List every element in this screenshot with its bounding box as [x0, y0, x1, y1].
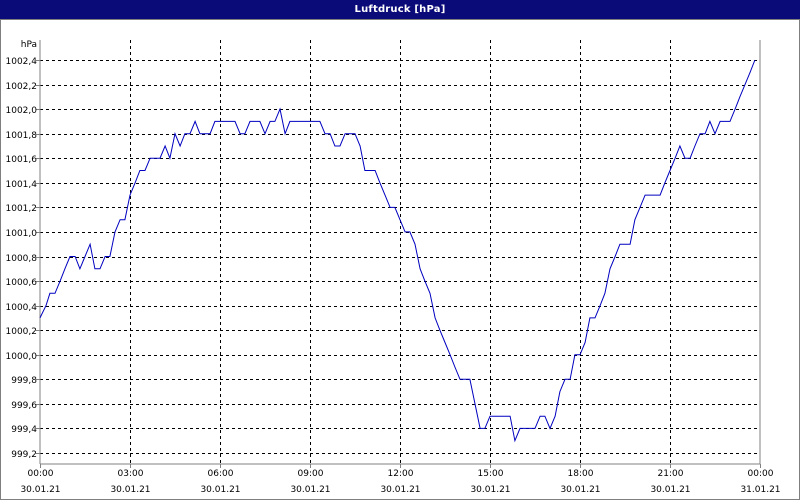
y-tick-label: 1002,4	[6, 57, 38, 67]
x-tick-time-label: 21:00	[658, 469, 684, 479]
x-tick-time-label: 12:00	[388, 469, 414, 479]
x-tick-date-label: 30.01.21	[560, 485, 600, 495]
x-tick-date-label: 30.01.21	[20, 485, 60, 495]
y-tick-labels: 999,2 999,4 999,6 999,8 1000,0 1000,2 1000,4 10…	[6, 57, 38, 460]
y-tick-label: 1002,2	[6, 82, 38, 92]
y-tick-label: 1000,4	[6, 303, 38, 313]
y-tick-label: 1002,0	[6, 106, 38, 116]
x-tick-time-label: 03:00	[118, 469, 144, 479]
x-tick-time-label: 09:00	[298, 469, 324, 479]
y-tick-label: 1000,2	[6, 327, 38, 337]
y-tick-label: 1001,8	[6, 131, 38, 141]
y-tick-label: 999,8	[11, 376, 37, 386]
y-tick-label: 999,6	[11, 401, 37, 411]
y-tick-label: 1001,6	[6, 155, 38, 165]
y-tick-label: 1001,0	[6, 229, 38, 239]
y-tick-label: 1000,8	[6, 254, 38, 264]
grid-lines	[40, 40, 760, 464]
x-tick-time-label: 18:00	[568, 469, 594, 479]
y-tick-label: 1000,0	[6, 352, 38, 362]
x-tick-date-label: 31.01.21	[740, 485, 780, 495]
x-tick-date-label: 30.01.21	[110, 485, 150, 495]
x-tick-date-label: 30.01.21	[470, 485, 510, 495]
x-tick-time-label: 15:00	[478, 469, 504, 479]
y-tick-label: 1000,6	[6, 278, 38, 288]
series-line-pressure	[39, 59, 756, 443]
y-tick-label: 1001,4	[6, 180, 38, 190]
y-tick-label: 999,4	[11, 425, 37, 435]
x-tick-time-label: 06:00	[208, 469, 234, 479]
x-tick-date-label: 30.01.21	[380, 485, 420, 495]
y-tick-label: 1001,2	[6, 204, 38, 214]
y-axis-unit-label: hPa	[21, 40, 37, 50]
series-group	[39, 59, 756, 443]
x-tick-time-label: 00:00	[748, 469, 774, 479]
x-tick-labels: 00:00 30.01.21 03:00 30.01.21 06:00 30.01.21 0…	[20, 469, 780, 495]
x-tick-date-label: 30.01.21	[650, 485, 690, 495]
chart-title: Luftdruck [hPa]	[0, 0, 800, 19]
axes	[36, 40, 761, 468]
x-tick-time-label: 00:00	[28, 469, 54, 479]
y-tick-label: 999,2	[11, 450, 37, 460]
x-tick-date-label: 30.01.21	[200, 485, 240, 495]
x-tick-date-label: 30.01.21	[290, 485, 330, 495]
